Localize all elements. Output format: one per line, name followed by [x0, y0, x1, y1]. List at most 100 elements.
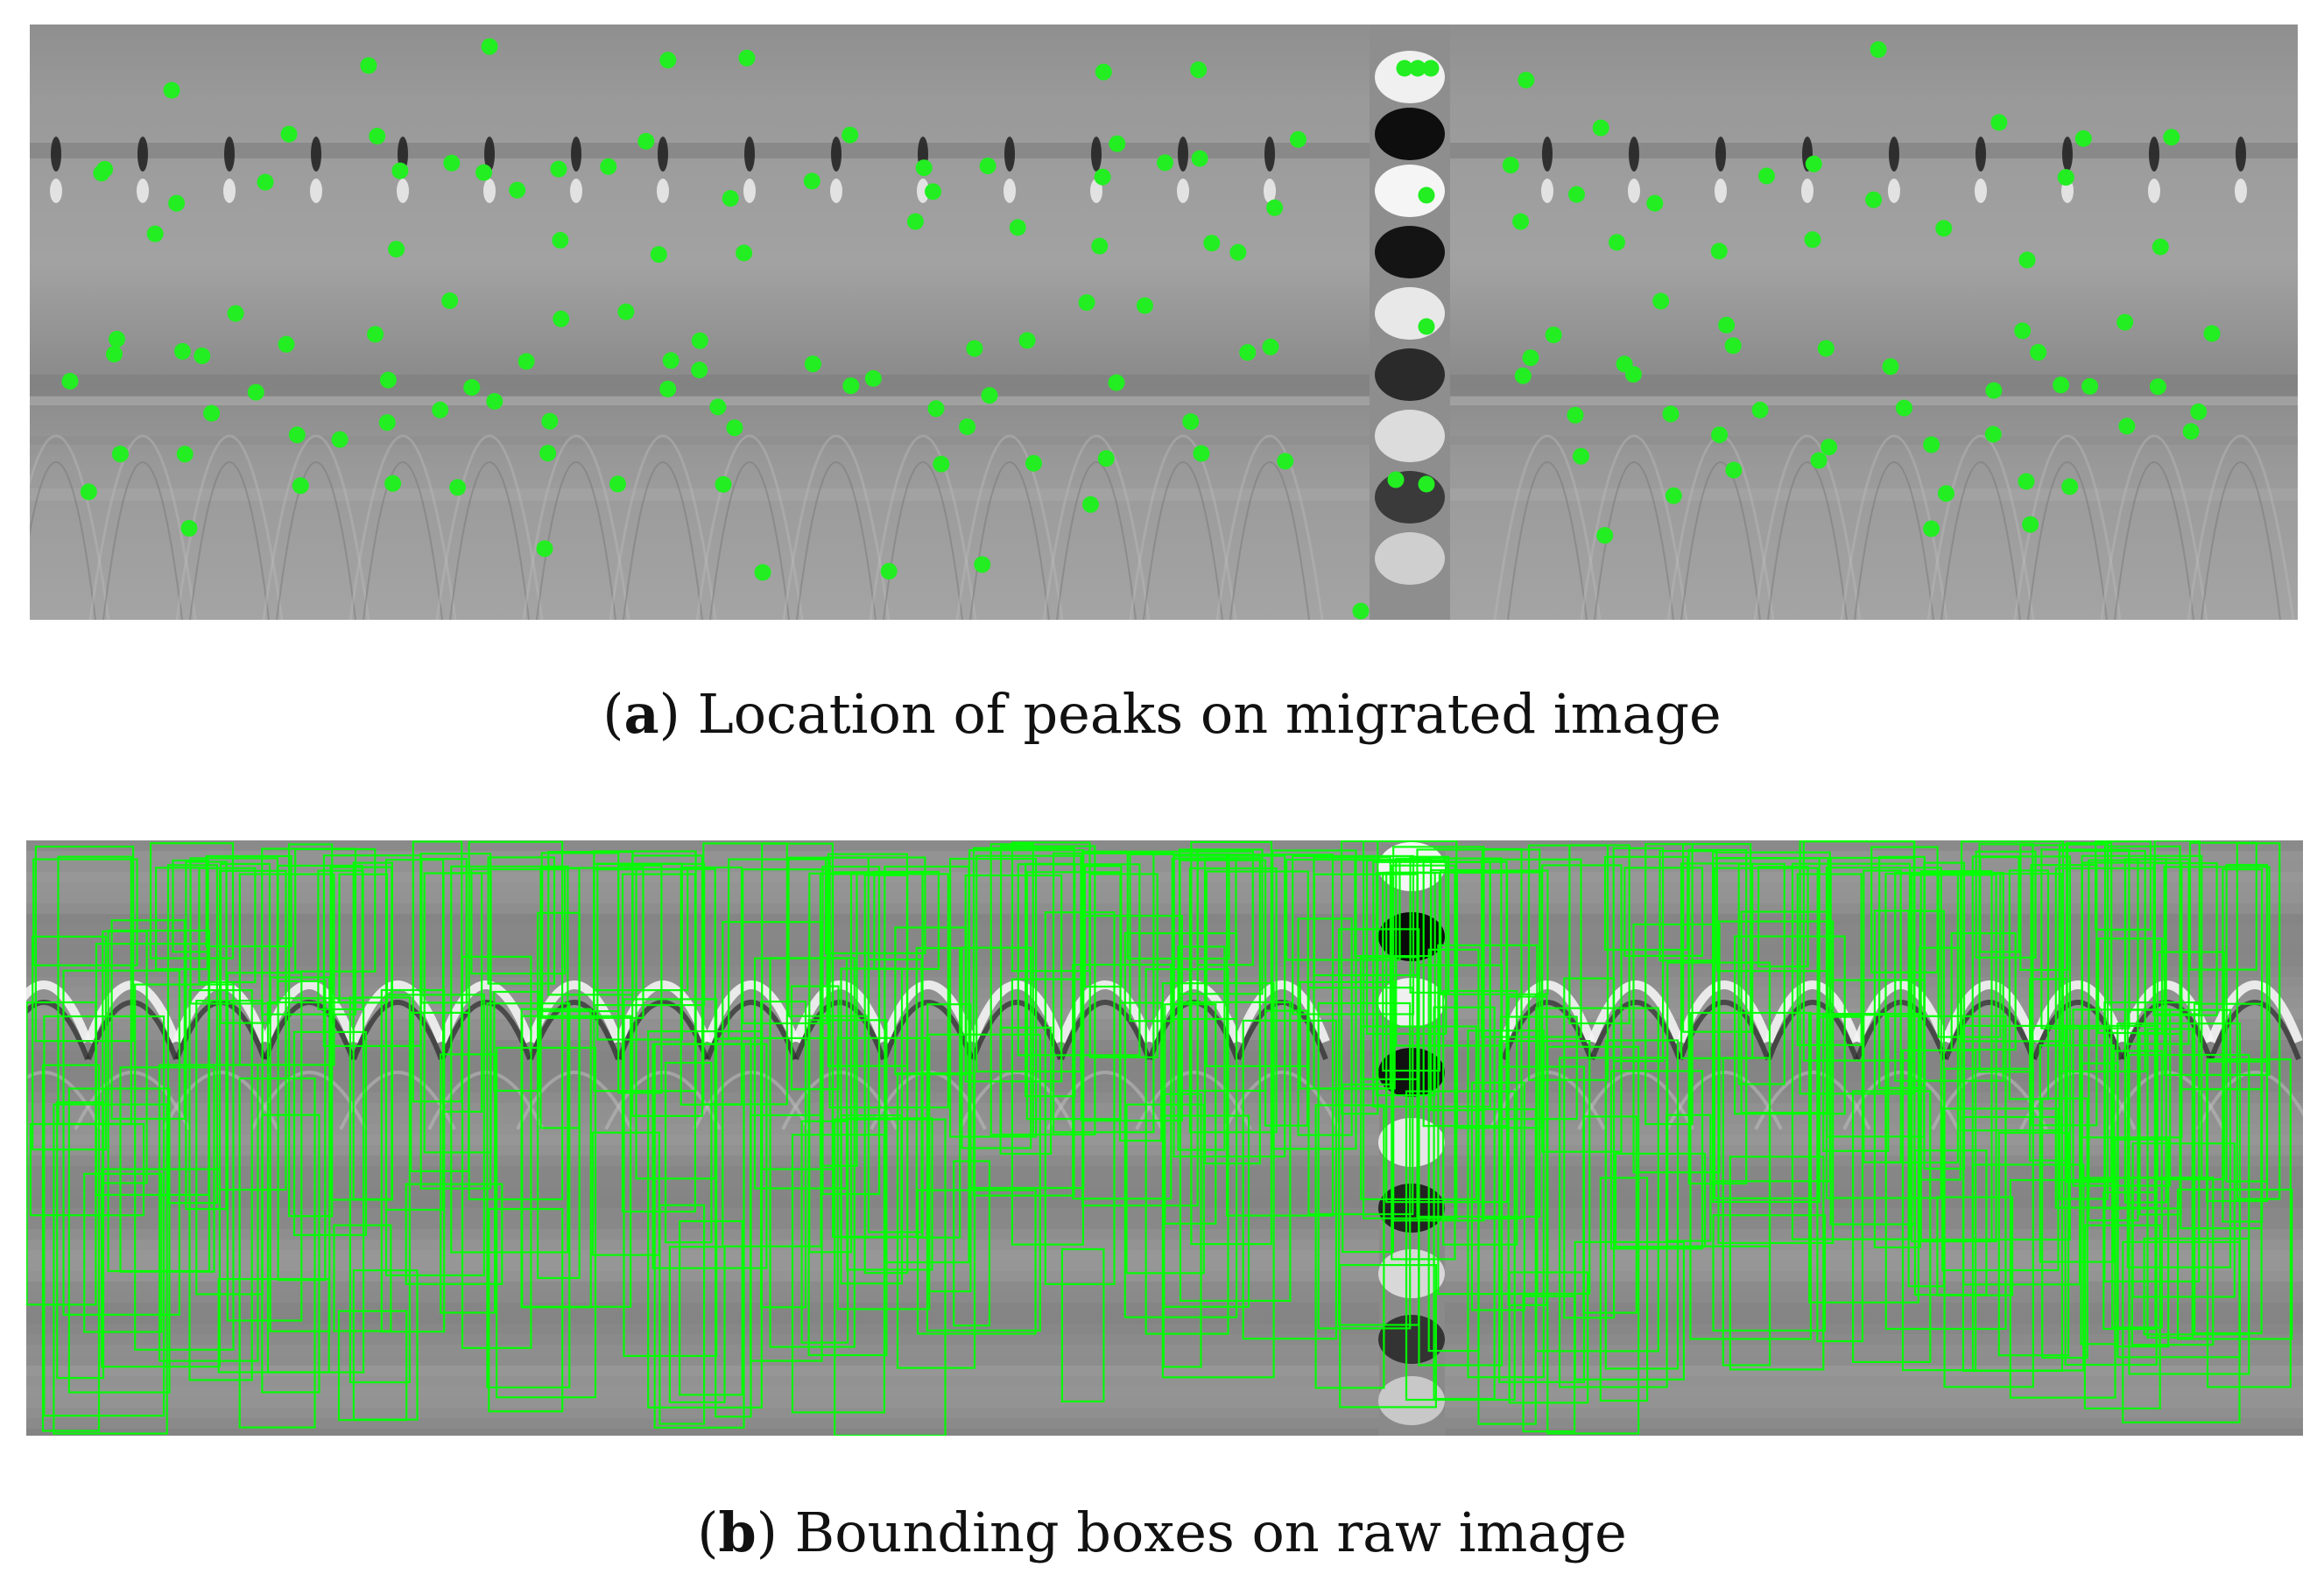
peak-marker [1387, 471, 1405, 488]
peak-marker [2116, 313, 2134, 331]
peak-marker [1018, 332, 1036, 349]
hyperbola-tail [1215, 434, 1324, 620]
bounding-box [2128, 1053, 2250, 1375]
bounding-box [1757, 866, 1809, 968]
bounding-box [1440, 869, 1549, 995]
peak-marker [979, 158, 997, 174]
hyperbola-tail [2114, 461, 2194, 620]
peak-marker [1502, 157, 1519, 174]
hyperbola-bright [792, 980, 888, 1043]
peak-marker [1512, 213, 1530, 230]
vertical-reflector-band [1375, 471, 1445, 523]
point-reflector [1542, 137, 1553, 172]
point-reflector [224, 137, 235, 172]
point-reflector [1091, 137, 1102, 172]
bounding-box [261, 1114, 320, 1394]
peak-marker [2203, 325, 2221, 342]
peak-marker [518, 353, 535, 370]
raw-texture-band [26, 1387, 2303, 1397]
peak-marker [617, 303, 635, 320]
bounding-box [288, 843, 334, 1218]
hyperbola-tail [782, 434, 891, 620]
bounding-box [1339, 1264, 1437, 1409]
bounding-box [2030, 864, 2098, 1127]
peak-marker [1082, 495, 1099, 513]
peak-marker [880, 563, 898, 580]
bounding-box [1409, 855, 1450, 994]
bounding-box [1901, 1049, 1977, 1372]
peak-marker [257, 173, 274, 191]
peak-marker [709, 398, 727, 416]
bounding-box [2143, 1237, 2250, 1336]
peak-marker [842, 126, 859, 144]
bounding-box [1603, 855, 1689, 951]
peak-marker [367, 326, 384, 343]
peak-marker [1229, 243, 1247, 261]
bounding-box [1297, 917, 1353, 1136]
bounding-box [53, 1103, 168, 1435]
bounding-box [2088, 859, 2139, 1222]
hyperbola-dark [440, 1000, 532, 1061]
bounding-box [1644, 843, 1694, 1126]
bounding-box [57, 855, 132, 1125]
peak-marker [1923, 520, 1940, 538]
bounding-box [1392, 846, 1485, 1222]
bounding-box [1382, 871, 1441, 1072]
peak-marker [650, 246, 667, 263]
bounding-box [1190, 840, 1273, 1246]
peak-marker [1514, 367, 1532, 384]
bounding-box [1975, 850, 2037, 959]
peak-marker [541, 412, 559, 430]
bounding-box [1372, 861, 1491, 1108]
peak-marker [2182, 423, 2200, 440]
bounding-box [1470, 1081, 1526, 1311]
peak-marker [1094, 168, 1111, 186]
point-reflector-highlight [917, 179, 929, 203]
bounding-box [1072, 963, 1173, 1200]
peak-marker [2014, 322, 2032, 340]
bounding-box [2095, 840, 2151, 931]
bounding-box [2081, 854, 2203, 1179]
peak-marker [384, 474, 402, 492]
point-reflector [1889, 137, 1899, 172]
point-reflector-highlight [2235, 179, 2247, 203]
bounding-box [405, 1183, 504, 1285]
hyperbola-tail [435, 434, 544, 620]
bounding-box [337, 1310, 408, 1422]
peak-marker [1422, 60, 1440, 77]
bounding-box [1852, 1090, 1932, 1363]
peak-marker [804, 355, 821, 373]
hyperbola-tail [363, 461, 443, 620]
point-reflector-highlight [1541, 179, 1553, 203]
peak-marker [180, 520, 198, 537]
point-reflector-highlight [1004, 179, 1016, 203]
peak-marker [1805, 155, 1822, 172]
point-reflector [1264, 137, 1275, 172]
bounding-box [1242, 1019, 1337, 1340]
hyperbola-tail [88, 434, 197, 620]
bounding-box [596, 862, 683, 1041]
peak-marker [609, 475, 626, 493]
bounding-box [2188, 841, 2257, 971]
bounding-box [1894, 871, 2004, 1082]
bounding-box [2019, 844, 2069, 972]
peak-marker [715, 475, 732, 493]
hyperbola-tail [522, 434, 630, 620]
hyperbola-dark [351, 1000, 444, 1061]
hyperbola-tail [189, 461, 270, 620]
peak-marker [1896, 399, 1912, 417]
hyperbola-bright [703, 980, 799, 1043]
bounding-box [423, 872, 492, 1154]
bounding-box [1178, 848, 1264, 995]
hyperbola-bright [26, 980, 92, 1043]
peak-marker [168, 194, 186, 212]
peak-marker [1418, 318, 1435, 335]
hyperbola-tail [709, 461, 790, 620]
hyperbola-tail [796, 461, 877, 620]
peak-marker [1396, 60, 1413, 77]
caption-b: (b) Bounding boxes on raw image [697, 1500, 1627, 1564]
bounding-box [322, 854, 422, 1047]
peak-marker [1985, 382, 2003, 399]
peak-marker [691, 332, 708, 349]
peak-marker [722, 190, 739, 207]
